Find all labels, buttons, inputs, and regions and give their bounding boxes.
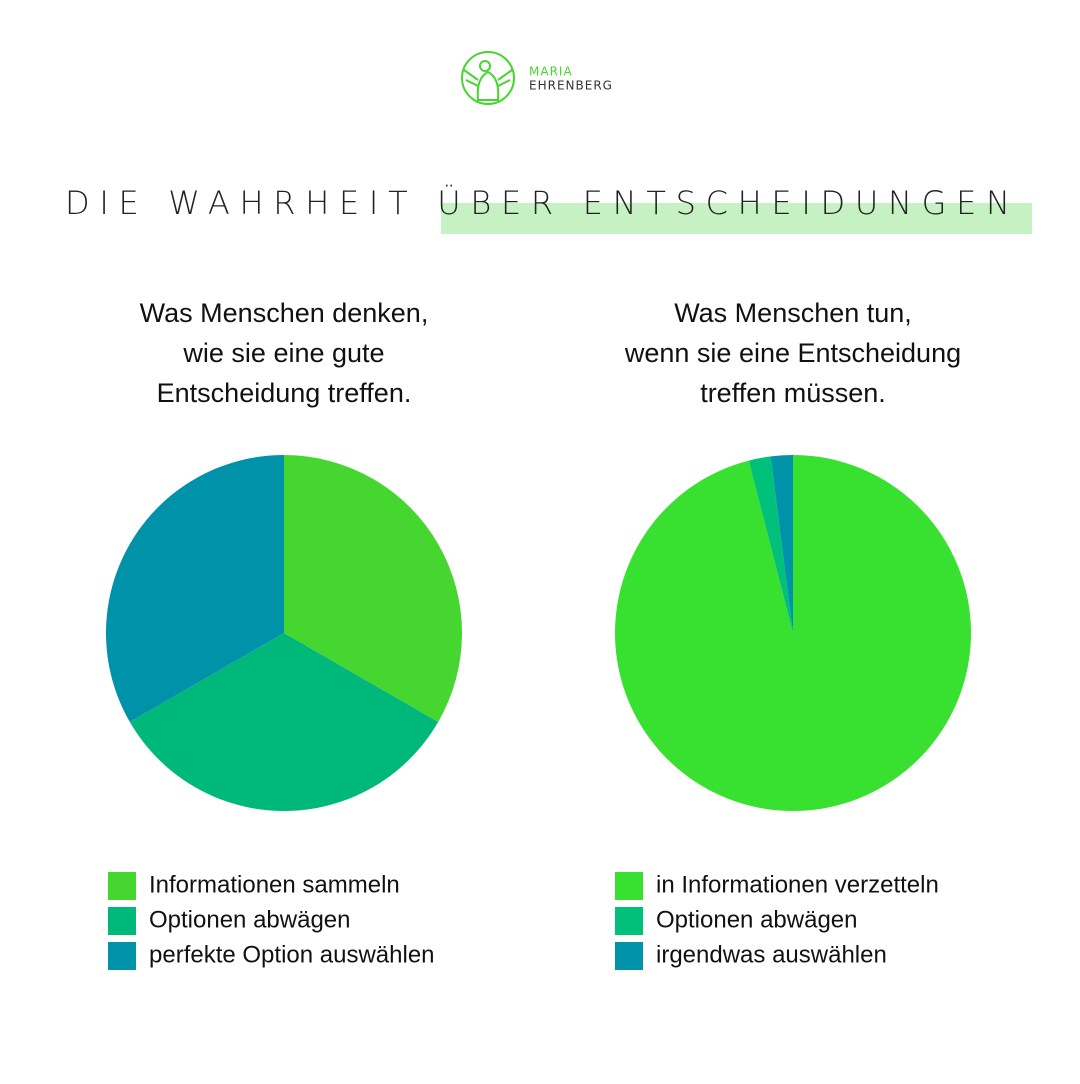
legend-label: Optionen abwägen xyxy=(656,906,858,933)
chart-subtitle: Entscheidung treffen. xyxy=(157,378,412,408)
chart-subtitle: treffen müssen. xyxy=(700,378,886,408)
legend-swatch xyxy=(615,942,643,970)
legend-swatch xyxy=(108,942,136,970)
logo-icon xyxy=(461,51,515,105)
pie-slice xyxy=(770,455,793,633)
chart-subtitle: Was Menschen denken, xyxy=(140,298,429,328)
highlight xyxy=(441,203,1032,234)
legend-label: irgendwas auswählen xyxy=(656,941,887,968)
legend-swatch xyxy=(108,872,136,900)
pie-slice xyxy=(284,455,462,722)
legend-swatch xyxy=(615,907,643,935)
chart-subtitle: wenn sie eine Entscheidung xyxy=(624,338,961,368)
chart-subtitle: Was Menschen tun, xyxy=(674,298,912,328)
pie-slice xyxy=(615,455,972,812)
logo-text: MARIA xyxy=(529,65,573,79)
pie-slice xyxy=(748,456,793,633)
legend-swatch xyxy=(615,872,643,900)
legend-label: Optionen abwägen xyxy=(149,906,351,933)
legend-label: Informationen sammeln xyxy=(149,871,400,898)
legend-label: perfekte Option auswählen xyxy=(149,941,435,968)
legend-label: in Informationen verzetteln xyxy=(656,871,939,898)
pie-slice xyxy=(105,455,284,722)
chart-subtitle: wie sie eine gute xyxy=(182,338,384,368)
logo-text: EHRENBERG xyxy=(529,79,613,93)
legend-swatch xyxy=(108,907,136,935)
